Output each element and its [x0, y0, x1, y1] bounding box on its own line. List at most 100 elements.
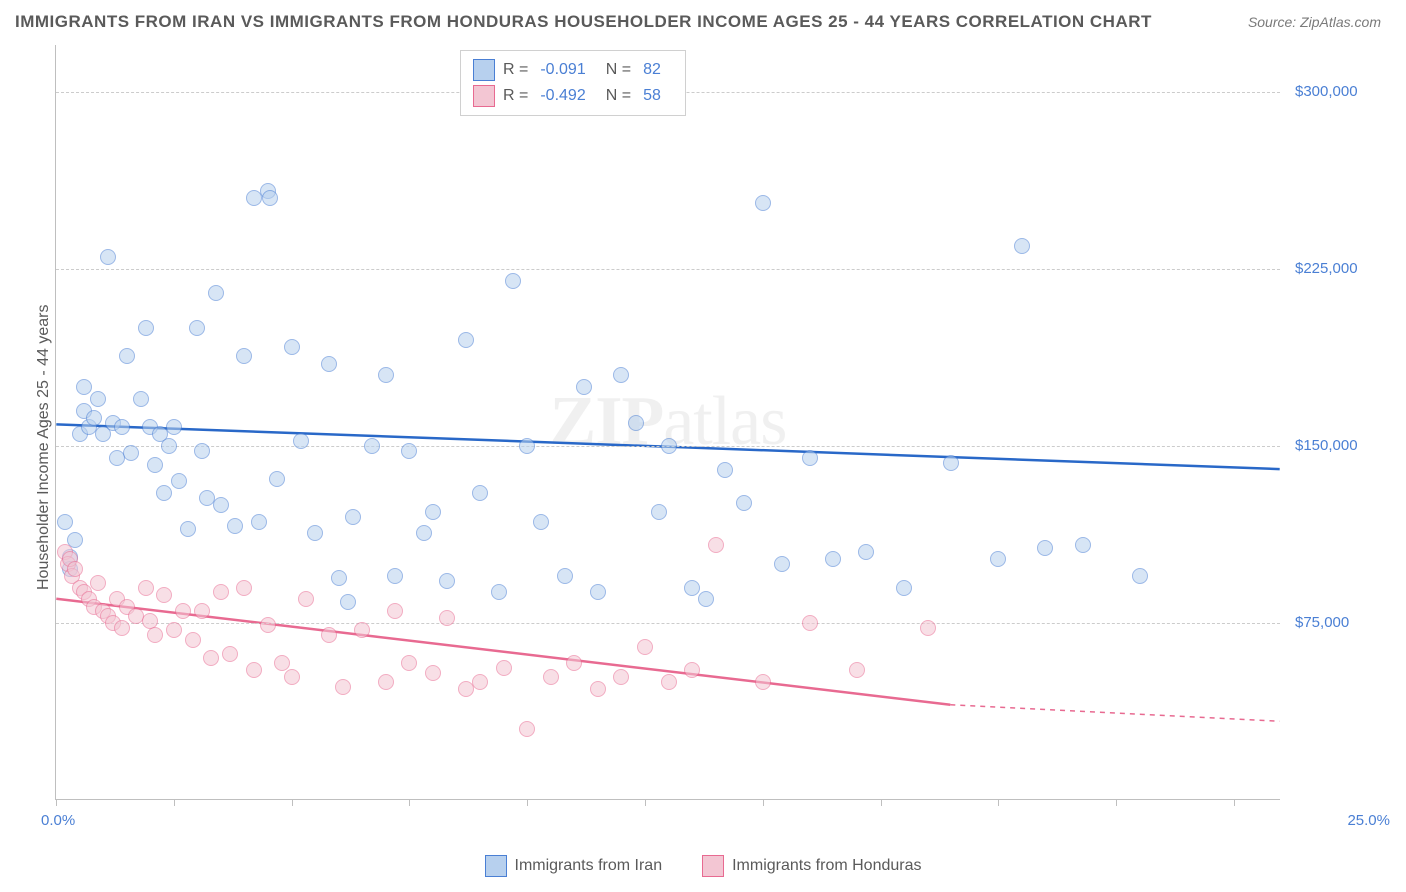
- scatter-point-honduras: [246, 662, 262, 678]
- legend-r-label: R =: [503, 61, 528, 79]
- scatter-point-honduras: [236, 580, 252, 596]
- scatter-point-honduras: [284, 669, 300, 685]
- scatter-point-iran: [90, 391, 106, 407]
- scatter-point-iran: [491, 584, 507, 600]
- chart-container: IMMIGRANTS FROM IRAN VS IMMIGRANTS FROM …: [0, 0, 1406, 892]
- x-tick: [1234, 799, 1235, 806]
- scatter-point-iran: [156, 485, 172, 501]
- scatter-point-iran: [533, 514, 549, 530]
- scatter-point-iran: [425, 504, 441, 520]
- x-tick: [763, 799, 764, 806]
- scatter-point-iran: [100, 249, 116, 265]
- scatter-point-iran: [943, 455, 959, 471]
- x-tick: [292, 799, 293, 806]
- y-tick-label: $150,000: [1295, 437, 1358, 454]
- scatter-point-iran: [755, 195, 771, 211]
- scatter-point-iran: [171, 473, 187, 489]
- x-tick: [1116, 799, 1117, 806]
- scatter-point-honduras: [194, 603, 210, 619]
- watermark-thin: atlas: [663, 383, 786, 460]
- scatter-point-honduras: [354, 622, 370, 638]
- x-tick: [527, 799, 528, 806]
- scatter-point-iran: [133, 391, 149, 407]
- scatter-point-iran: [213, 497, 229, 513]
- scatter-point-honduras: [203, 650, 219, 666]
- scatter-point-honduras: [298, 591, 314, 607]
- scatter-point-iran: [802, 450, 818, 466]
- scatter-point-iran: [576, 379, 592, 395]
- scatter-point-honduras: [213, 584, 229, 600]
- x-tick: [998, 799, 999, 806]
- legend-swatch-honduras: [473, 85, 495, 107]
- scatter-point-honduras: [439, 610, 455, 626]
- scatter-point-iran: [364, 438, 380, 454]
- scatter-point-iran: [262, 190, 278, 206]
- scatter-point-iran: [684, 580, 700, 596]
- y-tick-label: $300,000: [1295, 83, 1358, 100]
- y-axis-label: Householder Income Ages 25 - 44 years: [35, 305, 53, 591]
- scatter-point-honduras: [708, 537, 724, 553]
- trend-line-dashed-honduras: [950, 705, 1279, 721]
- x-tick: [174, 799, 175, 806]
- scatter-point-iran: [138, 320, 154, 336]
- chart-title: IMMIGRANTS FROM IRAN VS IMMIGRANTS FROM …: [15, 12, 1152, 32]
- legend-bottom-item-honduras: Immigrants from Honduras: [702, 855, 921, 877]
- scatter-point-iran: [1014, 238, 1030, 254]
- scatter-point-honduras: [222, 646, 238, 662]
- scatter-point-honduras: [802, 615, 818, 631]
- scatter-point-iran: [284, 339, 300, 355]
- scatter-point-honduras: [378, 674, 394, 690]
- scatter-point-honduras: [114, 620, 130, 636]
- legend-r-value: -0.492: [540, 87, 585, 105]
- scatter-point-iran: [1037, 540, 1053, 556]
- scatter-point-iran: [161, 438, 177, 454]
- scatter-point-iran: [557, 568, 573, 584]
- scatter-point-iran: [472, 485, 488, 501]
- correlation-legend: R = -0.091 N = 82 R = -0.492 N = 58: [460, 50, 686, 116]
- x-tick: [56, 799, 57, 806]
- scatter-point-iran: [858, 544, 874, 560]
- gridline-h: [56, 623, 1280, 624]
- scatter-point-iran: [416, 525, 432, 541]
- scatter-point-iran: [147, 457, 163, 473]
- legend-swatch-honduras: [702, 855, 724, 877]
- legend-r-label: R =: [503, 87, 528, 105]
- scatter-point-honduras: [425, 665, 441, 681]
- scatter-point-honduras: [147, 627, 163, 643]
- scatter-point-iran: [194, 443, 210, 459]
- scatter-point-honduras: [472, 674, 488, 690]
- scatter-point-iran: [387, 568, 403, 584]
- scatter-point-iran: [401, 443, 417, 459]
- scatter-point-iran: [825, 551, 841, 567]
- scatter-point-honduras: [637, 639, 653, 655]
- scatter-point-iran: [307, 525, 323, 541]
- x-tick: [645, 799, 646, 806]
- scatter-point-iran: [505, 273, 521, 289]
- plot-area: ZIPatlas 0.0% 25.0% $75,000$150,000$225,…: [55, 45, 1280, 800]
- scatter-point-iran: [293, 433, 309, 449]
- x-tick: [881, 799, 882, 806]
- legend-n-value: 82: [643, 61, 661, 79]
- scatter-point-iran: [519, 438, 535, 454]
- scatter-point-iran: [774, 556, 790, 572]
- scatter-point-honduras: [496, 660, 512, 676]
- scatter-point-iran: [661, 438, 677, 454]
- scatter-point-honduras: [661, 674, 677, 690]
- gridline-h: [56, 269, 1280, 270]
- scatter-point-honduras: [755, 674, 771, 690]
- scatter-point-iran: [208, 285, 224, 301]
- scatter-point-honduras: [274, 655, 290, 671]
- scatter-point-honduras: [684, 662, 700, 678]
- legend-n-label: N =: [606, 87, 631, 105]
- scatter-point-honduras: [590, 681, 606, 697]
- legend-series-label: Immigrants from Iran: [515, 857, 663, 875]
- y-tick-label: $225,000: [1295, 260, 1358, 277]
- scatter-point-honduras: [613, 669, 629, 685]
- scatter-point-iran: [180, 521, 196, 537]
- scatter-point-iran: [189, 320, 205, 336]
- scatter-point-honduras: [166, 622, 182, 638]
- scatter-point-honduras: [519, 721, 535, 737]
- x-axis-min-label: 0.0%: [41, 812, 75, 829]
- legend-series-label: Immigrants from Honduras: [732, 857, 921, 875]
- x-tick: [409, 799, 410, 806]
